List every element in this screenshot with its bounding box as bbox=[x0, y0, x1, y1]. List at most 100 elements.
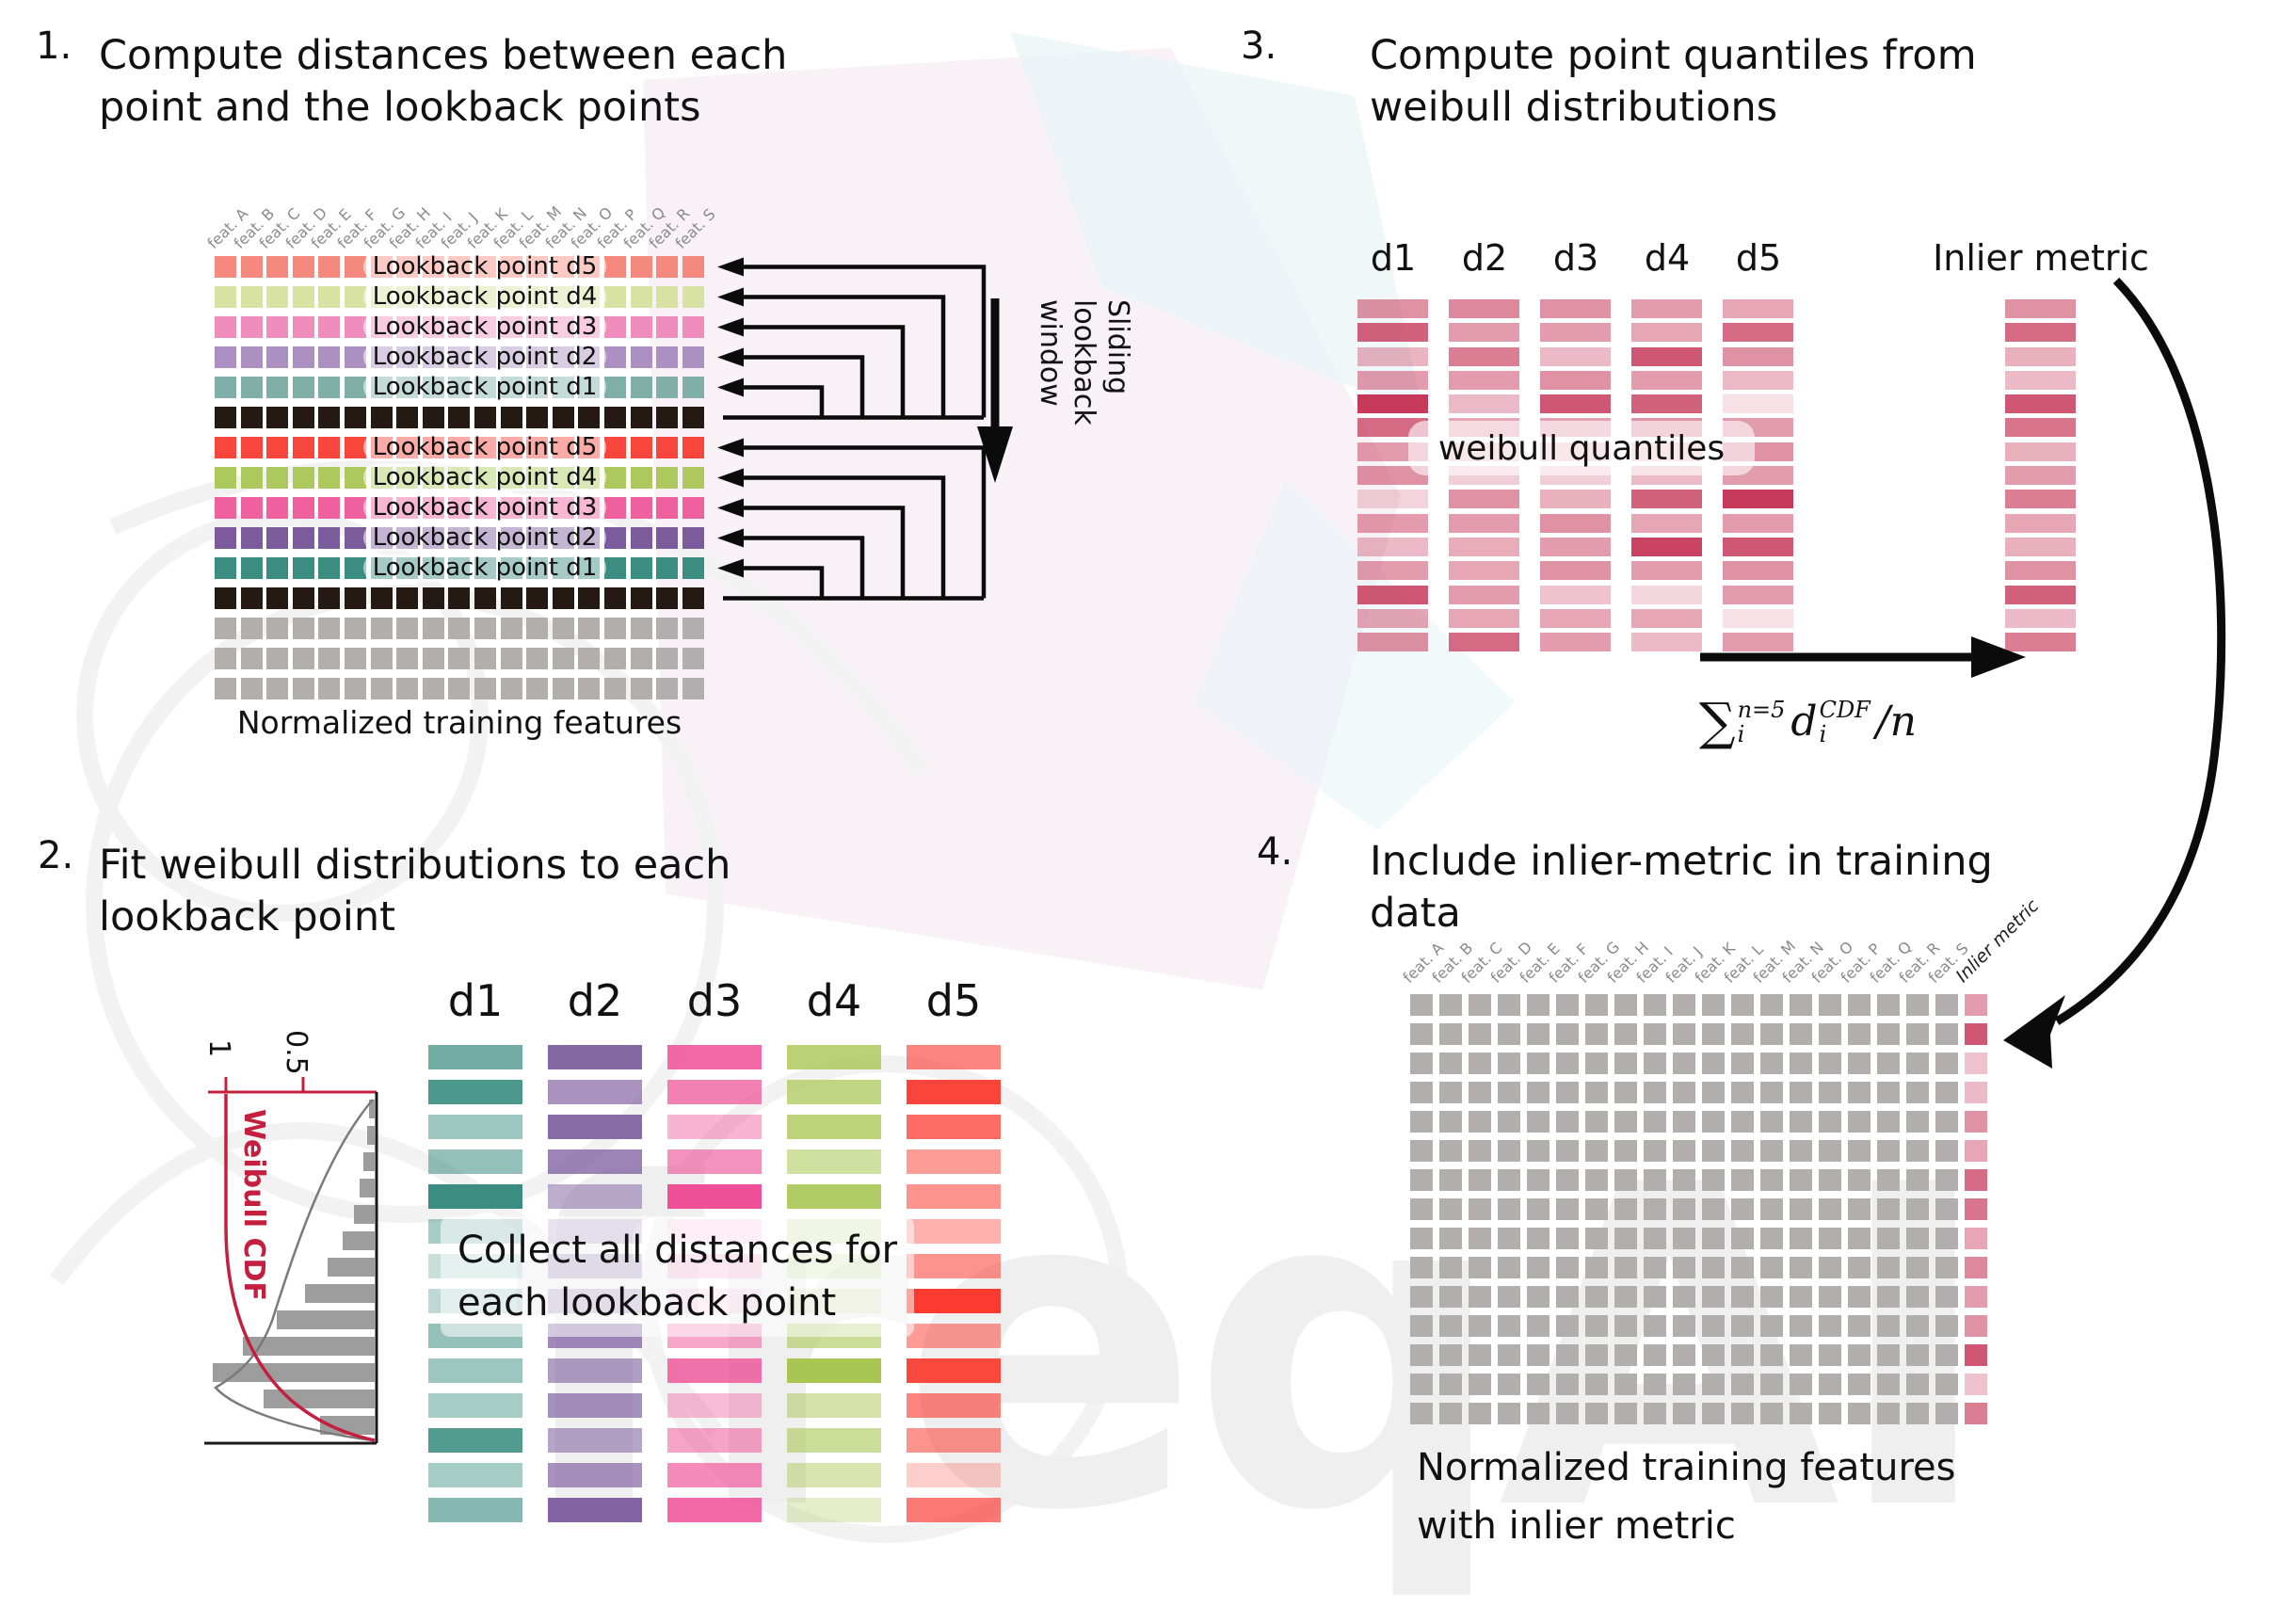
quantile-bar bbox=[1540, 585, 1611, 604]
grid1-cell bbox=[682, 557, 704, 579]
distance-bar bbox=[428, 1045, 522, 1069]
grid1-cell bbox=[448, 587, 471, 609]
grid1-row bbox=[215, 648, 704, 669]
grid4-cell bbox=[1935, 994, 1958, 1016]
grid4-cell bbox=[1614, 1286, 1637, 1308]
sum-limits: n=5 i bbox=[1738, 698, 1786, 747]
grid4-row bbox=[1410, 1403, 1987, 1424]
grid4-cell bbox=[1439, 1140, 1462, 1162]
grid4-cell bbox=[1877, 994, 1900, 1016]
grid1-cell bbox=[603, 587, 626, 609]
quantile-bar bbox=[1357, 490, 1428, 509]
distance-bar bbox=[787, 1463, 881, 1487]
grid1-cell bbox=[422, 648, 444, 669]
grid4-cell bbox=[1556, 1315, 1579, 1337]
distance-bar bbox=[667, 1393, 762, 1418]
grid4-cell bbox=[1790, 1198, 1812, 1220]
grid4-cell bbox=[1877, 1023, 1900, 1045]
grid2-column-label: d5 bbox=[925, 975, 982, 1026]
grid4-cell bbox=[1673, 1198, 1695, 1220]
quantile-bar bbox=[1540, 323, 1611, 343]
grid1-cell bbox=[578, 587, 601, 609]
grid4-cell bbox=[1760, 1082, 1783, 1103]
grid4-cell bbox=[1469, 1053, 1491, 1074]
quantile-bar bbox=[1540, 633, 1611, 652]
histogram-bar bbox=[277, 1310, 375, 1329]
grid1-cell bbox=[656, 316, 679, 338]
quantile-bar bbox=[1357, 370, 1428, 390]
grid4-cell bbox=[1760, 1374, 1783, 1395]
d-superscript: CDF bbox=[1819, 696, 1871, 723]
grid4-cell bbox=[1848, 1053, 1871, 1074]
grid1-cell bbox=[630, 648, 652, 669]
grid4-cell bbox=[1527, 1111, 1549, 1133]
grid4-cell bbox=[1673, 1257, 1695, 1278]
grid1-cell bbox=[266, 618, 289, 639]
grid1-cell bbox=[318, 346, 341, 368]
grid4-cell bbox=[1410, 994, 1433, 1016]
grid4-cell bbox=[1644, 1403, 1666, 1424]
quantile-bar bbox=[2005, 370, 2076, 390]
distance-bar bbox=[428, 1358, 522, 1383]
distance-bar bbox=[548, 1498, 642, 1522]
grid1-cell bbox=[630, 618, 652, 639]
grid4-cell bbox=[1527, 1286, 1549, 1308]
quantile-bar bbox=[2005, 442, 2076, 461]
grid4-cell bbox=[1556, 1140, 1579, 1162]
grid1-cell bbox=[240, 377, 263, 398]
lookback-row-label: Lookback point d3 bbox=[363, 313, 606, 341]
grid1-cell bbox=[422, 618, 444, 639]
distance-bar bbox=[428, 1115, 522, 1139]
grid4-cell bbox=[1760, 994, 1783, 1016]
grid4-row bbox=[1410, 1111, 1987, 1133]
grid4-cell bbox=[1527, 994, 1549, 1016]
grid4-cell bbox=[1906, 1257, 1929, 1278]
grid1-cell bbox=[630, 437, 652, 458]
grid1-cell bbox=[682, 437, 704, 458]
quantile-bar bbox=[1449, 394, 1519, 414]
grid1-cell bbox=[292, 407, 314, 428]
distance-bar bbox=[548, 1393, 642, 1418]
grid1-cell bbox=[396, 618, 419, 639]
grid4-cell bbox=[1702, 1111, 1725, 1133]
grid1-row bbox=[215, 407, 704, 428]
distance-bar bbox=[548, 1149, 642, 1174]
grid4-cell bbox=[1731, 1403, 1754, 1424]
grid1-cell bbox=[292, 527, 314, 549]
grid4-inlier-cell bbox=[1965, 1082, 1987, 1103]
quantile-bar bbox=[2005, 561, 2076, 581]
grid4-cell bbox=[1702, 1344, 1725, 1366]
quantile-bar bbox=[2005, 490, 2076, 509]
grid1-cell bbox=[240, 346, 263, 368]
distance-bar bbox=[907, 1219, 1001, 1244]
step3-number: 3. bbox=[1241, 24, 1277, 68]
grid1-cell bbox=[215, 407, 236, 428]
grid1-cell bbox=[603, 618, 626, 639]
grid1-cell bbox=[448, 678, 471, 699]
grid4-cell bbox=[1410, 1198, 1433, 1220]
grid1-cell bbox=[266, 377, 289, 398]
grid1-cell bbox=[500, 587, 522, 609]
distance-bar bbox=[787, 1498, 881, 1522]
grid1-cell bbox=[292, 437, 314, 458]
grid4-cell bbox=[1614, 1374, 1637, 1395]
grid4-cell bbox=[1644, 1257, 1666, 1278]
grid1-cell bbox=[656, 286, 679, 308]
grid4-cell bbox=[1644, 1111, 1666, 1133]
grid1-row bbox=[215, 678, 704, 699]
grid4-cell bbox=[1556, 1403, 1579, 1424]
grid4-cell bbox=[1790, 1228, 1812, 1249]
grid1-cell bbox=[266, 587, 289, 609]
step1-title-line2: point and the lookback points bbox=[99, 84, 701, 131]
grid4-cell bbox=[1819, 1344, 1841, 1366]
grid4-cell bbox=[1702, 1228, 1725, 1249]
grid4-cell bbox=[1819, 1053, 1841, 1074]
grid1-cell bbox=[215, 557, 236, 579]
grid4-cell bbox=[1790, 1140, 1812, 1162]
grid1-cell bbox=[240, 648, 263, 669]
distance-bar bbox=[548, 1184, 642, 1209]
grid4-cell bbox=[1556, 1198, 1579, 1220]
grid4-cell bbox=[1935, 1082, 1958, 1103]
grid1-cell bbox=[656, 407, 679, 428]
quantile-bar bbox=[1449, 490, 1519, 509]
